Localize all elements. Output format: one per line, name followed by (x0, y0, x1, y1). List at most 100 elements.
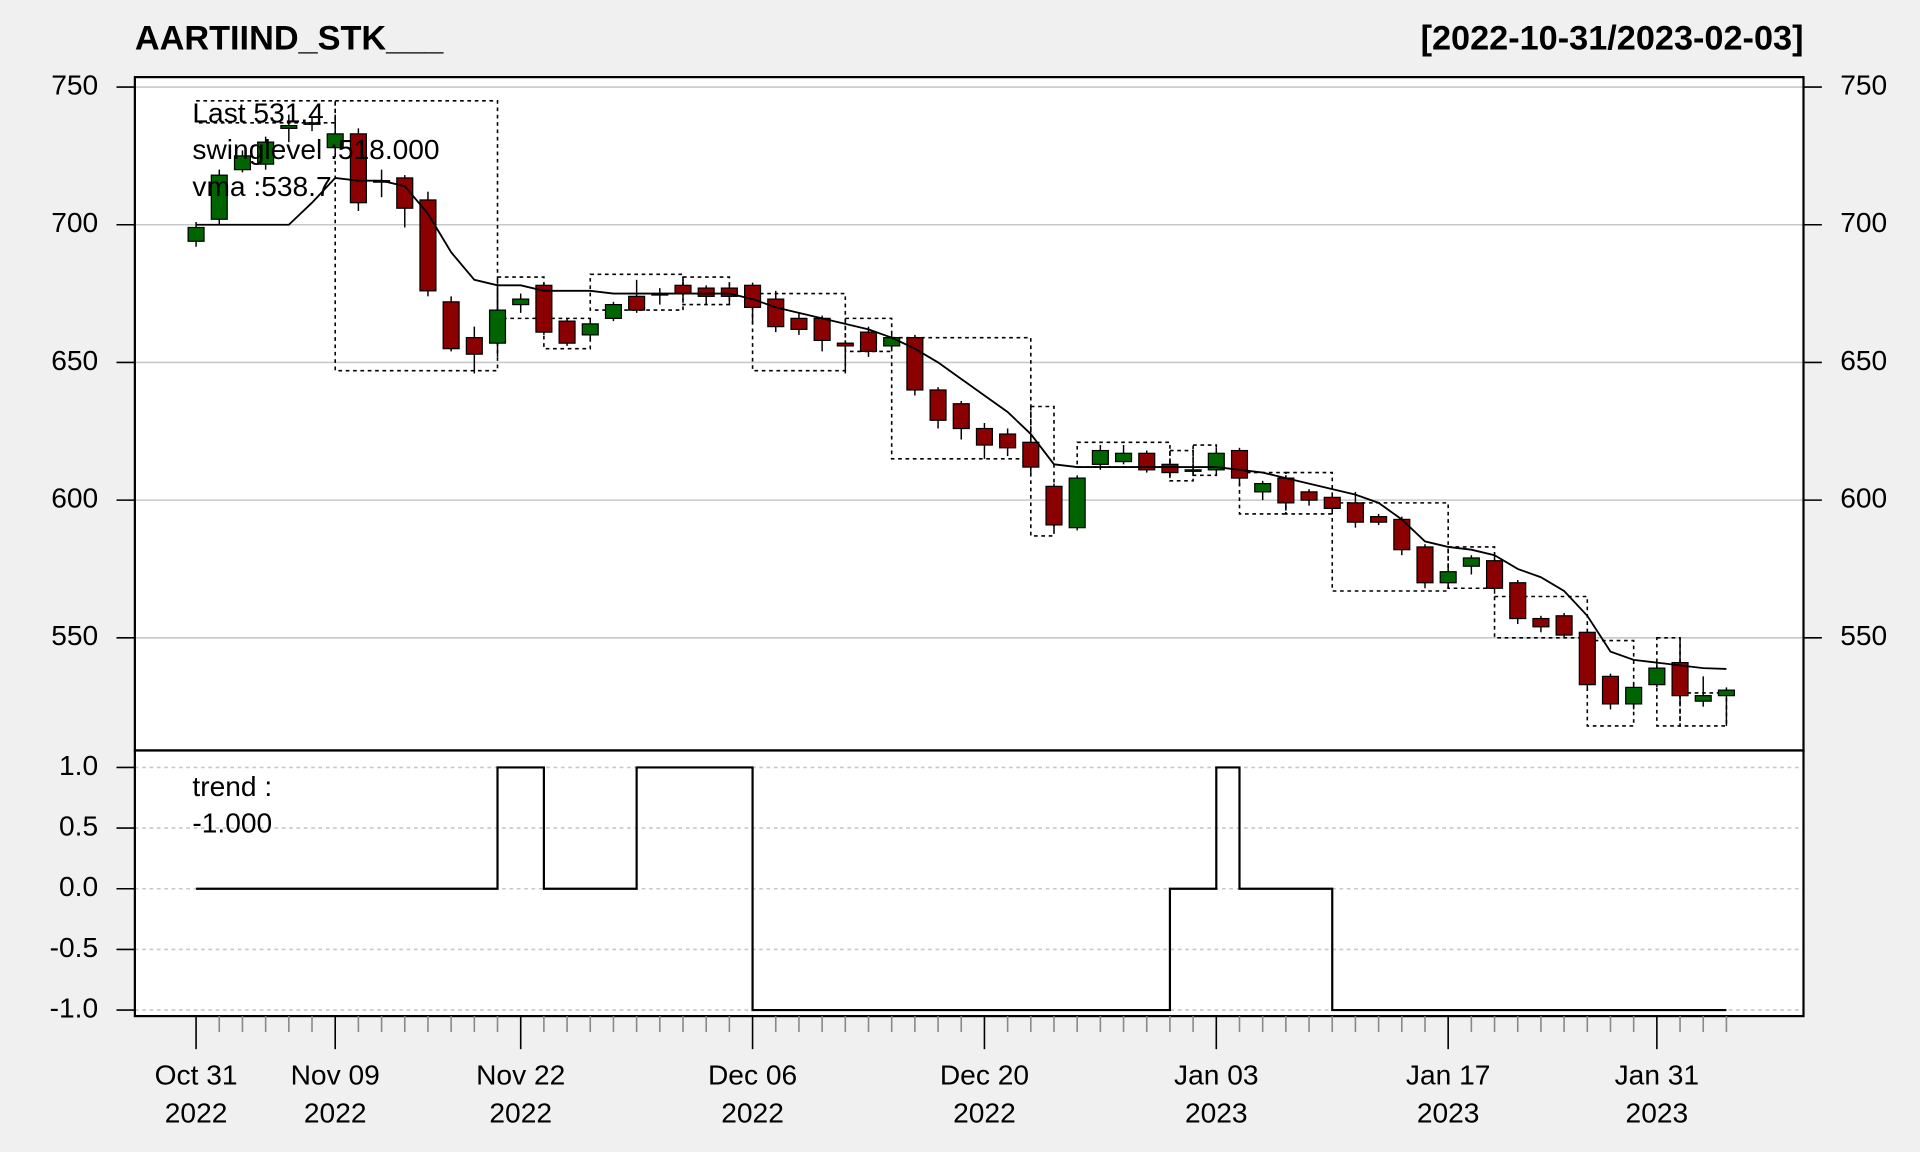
candle-body (1277, 477, 1295, 504)
candle-body (233, 155, 252, 171)
candle-body (1717, 689, 1735, 697)
plot-area (134, 77, 1804, 1017)
candle-body (512, 298, 530, 306)
trend-step-line (196, 766, 1727, 1012)
candle-body (1439, 571, 1457, 584)
y-tick-label: 0.5 (59, 811, 98, 842)
candle-body (767, 298, 785, 328)
y-tick-label: 700 (51, 207, 98, 238)
swing-box (334, 100, 499, 372)
candle-body (1068, 477, 1086, 529)
y-tick-label: 550 (51, 620, 98, 651)
candle-body (883, 337, 901, 347)
legend-text: trend : (192, 771, 272, 802)
candle-body (303, 122, 321, 125)
candle-body (929, 389, 947, 421)
candle-body (1370, 516, 1388, 523)
swing-box (751, 292, 847, 372)
candle-body (535, 284, 553, 333)
candle-body (836, 342, 854, 347)
y2-tick-label: 550 (1840, 620, 1887, 651)
y-tick-label: 0.0 (59, 871, 98, 902)
candle-body (210, 174, 228, 220)
candle-body (1416, 546, 1434, 584)
candle-body (1671, 661, 1689, 697)
candle-body (1625, 686, 1643, 705)
candle-body (1300, 491, 1318, 501)
candle-body (488, 309, 507, 344)
candle-body (952, 403, 970, 430)
candle-body (790, 317, 808, 330)
candle-body (628, 295, 646, 311)
candle-body (1138, 452, 1156, 471)
y2-tick-label: 600 (1840, 483, 1887, 514)
candle-body (1648, 667, 1666, 686)
candle-body (1207, 452, 1225, 471)
candle-body (1230, 449, 1249, 479)
x-tick-label: Nov 09 2022 (291, 1060, 380, 1129)
panel-frame (133, 749, 1805, 1018)
candle-body (581, 323, 599, 336)
x-tick-label: Jan 31 2023 (1615, 1060, 1699, 1129)
y-tick-label: -0.5 (50, 932, 98, 963)
swing-box (890, 336, 1032, 460)
date-range: [2022-10-31/2023-02-03] (1421, 19, 1804, 57)
candle-body (326, 133, 344, 149)
y-tick-label: 750 (51, 69, 98, 100)
x-tick-label: Dec 20 2022 (940, 1060, 1029, 1129)
candle-body (1254, 482, 1272, 493)
candle-body (187, 226, 205, 242)
x-tick-label: Oct 31 2022 (155, 1060, 238, 1129)
legend-text: swinglevel :518.000 (192, 134, 439, 165)
candle-body (999, 433, 1017, 449)
vma-line (196, 176, 1727, 670)
candle-body (1323, 496, 1341, 509)
candle-body (1578, 631, 1596, 686)
y-tick-label: -1.0 (50, 992, 98, 1023)
candle-body (1114, 452, 1133, 463)
candle-body (743, 284, 762, 308)
y2-tick-label: 750 (1840, 69, 1887, 100)
candle-body (349, 133, 367, 204)
candle-body (859, 331, 878, 353)
candle-body (674, 284, 692, 295)
legend-text: vma :538.7 (192, 171, 331, 202)
candle-body (1694, 695, 1712, 702)
candle-body (1045, 485, 1063, 526)
candle-body (1161, 463, 1179, 474)
y2-tick-label: 650 (1840, 345, 1887, 376)
x-tick-label: Nov 22 2022 (476, 1060, 565, 1129)
candle-body (720, 287, 738, 297)
candle-body (419, 199, 437, 292)
y-tick-label: 650 (51, 345, 98, 376)
candle-body (442, 301, 460, 350)
candle-body (257, 141, 275, 165)
candle-body (1022, 441, 1040, 468)
legend-text: -1.000 (192, 808, 272, 839)
candle-body (697, 287, 715, 297)
candle-body (1485, 560, 1504, 589)
x-tick-label: Dec 06 2022 (708, 1060, 797, 1129)
x-tick-label: Jan 03 2023 (1174, 1060, 1259, 1129)
swing-box (1030, 405, 1055, 537)
candle-body (975, 427, 994, 446)
candle-body (280, 124, 298, 129)
candle-body (1184, 469, 1202, 472)
x-tick-label: Jan 17 2023 (1406, 1060, 1490, 1129)
chart-title: AARTIIND_STK___ (135, 19, 444, 57)
swing-box (844, 317, 893, 353)
candle-body (1462, 557, 1480, 567)
y2-tick-label: 700 (1840, 207, 1887, 238)
y-tick-label: 1.0 (59, 750, 98, 781)
candle-body (1091, 449, 1109, 465)
candle-body (1509, 582, 1527, 620)
legend-text: Last 531.4 (192, 98, 323, 129)
candle-body (1555, 615, 1573, 636)
candle-body (604, 303, 623, 319)
candle-body (465, 337, 483, 355)
candle-body (558, 320, 576, 344)
candle-body (1601, 675, 1620, 705)
candle-body (1346, 502, 1364, 523)
